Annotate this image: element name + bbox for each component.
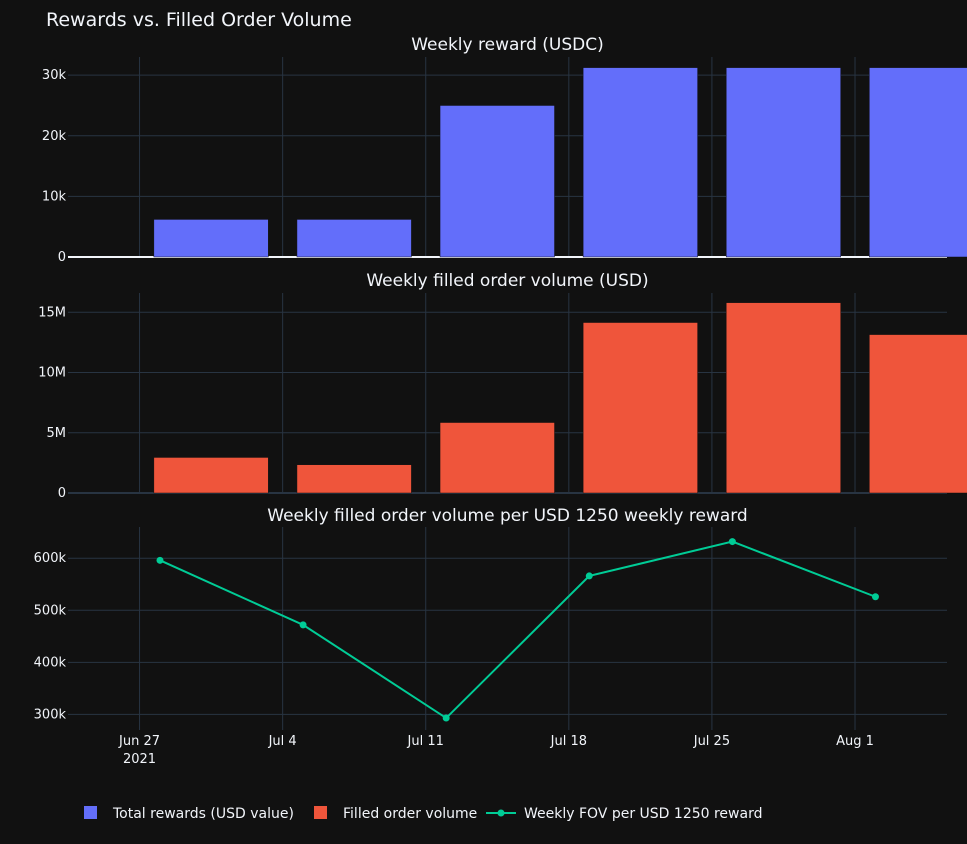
- y-tick-label: 10k: [42, 189, 67, 204]
- y-tick-label: 20k: [42, 129, 67, 144]
- series-line: [159, 540, 876, 720]
- bar: [582, 67, 698, 258]
- y-tick-label: 15M: [38, 305, 66, 320]
- bar: [153, 457, 269, 494]
- panel-1: 0 10k 20k 30k Weekly reward (USDC): [42, 35, 967, 265]
- subplot-title: Weekly reward (USDC): [411, 35, 604, 55]
- legend-label: Weekly FOV per USD 1250 reward: [524, 806, 762, 822]
- bar: [439, 422, 555, 494]
- bar: [582, 322, 698, 494]
- panel-2: 0 5M 10M 15M Weekly filled order volume (USD…: [38, 271, 967, 501]
- bar: [296, 464, 412, 494]
- legend-label: Total rewards (USD value): [112, 806, 294, 822]
- bar: [153, 219, 269, 258]
- y-tick-label: 400k: [34, 655, 67, 670]
- legend-item: Weekly FOV per USD 1250 reward: [486, 806, 762, 822]
- subplot-title: Weekly filled order volume per USD 1250 …: [267, 506, 747, 526]
- bar: [725, 67, 841, 258]
- y-tick-label: 600k: [34, 551, 67, 566]
- legend-item: Filled order volume: [314, 806, 477, 822]
- data-point: [442, 714, 450, 722]
- y-tick-label: 10M: [38, 366, 66, 381]
- y-tick-label: 0: [58, 250, 66, 265]
- legend-item: Total rewards (USD value): [84, 806, 294, 822]
- legend-swatch: [84, 806, 97, 819]
- x-tick-label: Jul 11: [407, 734, 444, 749]
- legend-marker: [497, 809, 505, 817]
- bar: [439, 105, 555, 258]
- data-point: [585, 572, 593, 580]
- x-tick-label: Jul 4: [268, 734, 297, 749]
- x-tick-label: Jul 18: [550, 734, 587, 749]
- panel-3: 300k 400k 500k 600k Weekly filled order volu…: [34, 506, 947, 730]
- data-point: [871, 593, 879, 601]
- x-tick-label: Jun 27: [118, 734, 160, 749]
- legend-label: Filled order volume: [343, 806, 477, 822]
- y-tick-label: 500k: [34, 603, 67, 618]
- bar: [725, 302, 841, 494]
- y-tick-label: 30k: [42, 68, 67, 83]
- legend-swatch: [314, 806, 327, 819]
- y-tick-label: 300k: [34, 707, 67, 722]
- y-tick-label: 5M: [47, 426, 67, 441]
- x-tick-label: Aug 1: [836, 734, 874, 749]
- y-tick-label: 0: [58, 486, 66, 501]
- bar: [296, 219, 412, 258]
- x-tick-label: Jul 25: [693, 734, 730, 749]
- subplot-title: Weekly filled order volume (USD): [366, 271, 648, 291]
- bar: [869, 67, 967, 258]
- data-point: [728, 538, 736, 546]
- bar: [869, 334, 967, 494]
- x-tick-year-label: 2021: [123, 752, 156, 767]
- figure-title: Rewards vs. Filled Order Volume: [46, 9, 352, 31]
- data-point: [299, 621, 307, 629]
- data-point: [156, 556, 164, 564]
